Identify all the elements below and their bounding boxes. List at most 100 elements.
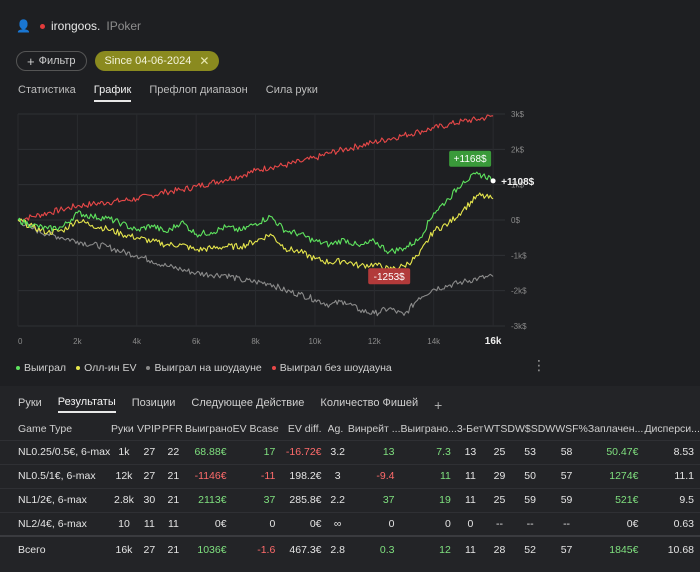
header: 👤 irongoos. IPoker: [16, 17, 141, 35]
close-icon[interactable]: ✕: [199, 54, 210, 68]
status-dot: [40, 23, 45, 29]
y-tick-label: 1k$: [511, 181, 524, 190]
x-tick-label: 6k: [192, 337, 201, 346]
legend-swatch-allin-ev: [76, 366, 81, 370]
table-cell: 2113€: [185, 487, 233, 512]
table-cell: 0: [400, 511, 457, 536]
series-line: [17, 219, 494, 317]
main-tabs: Статистика График Префлоп диапазон Сила …: [18, 84, 318, 102]
table-row[interactable]: NL0.25/0.5€, 6-max 1k 27 22 68.88€ 17 -16.72€ 3…: [0, 439, 700, 464]
col-wtsd[interactable]: WTSD: [484, 422, 515, 435]
col-vpip[interactable]: VPIP: [136, 422, 161, 435]
tab-hands[interactable]: Руки: [18, 397, 42, 409]
y-tick-label: -2k$: [511, 287, 527, 296]
col-pfr[interactable]: PFR: [161, 422, 183, 435]
table-cell: -16.72€: [281, 439, 328, 464]
table-cell: 59: [545, 487, 588, 512]
table-cell: 285.8€: [281, 487, 328, 512]
tab-hand-strength[interactable]: Сила руки: [265, 84, 318, 96]
table-cell: 10: [111, 511, 137, 536]
tab-graph[interactable]: График: [93, 84, 132, 102]
table-cell: NL0.25/0.5€, 6-max: [0, 439, 111, 464]
col-hands[interactable]: Руки: [111, 422, 134, 435]
tab-next-action[interactable]: Следующее Действие: [191, 397, 305, 409]
table-cell: 68.88€: [185, 439, 233, 464]
table-cell: 11: [400, 463, 457, 488]
table-cell: 59: [514, 487, 546, 512]
annotation-label: -1253$: [374, 272, 406, 283]
tab-positions[interactable]: Позиции: [131, 397, 176, 409]
x-tick-label: 10k: [308, 337, 322, 346]
tab-results[interactable]: Результаты: [57, 396, 116, 413]
col-variance[interactable]: Дисперси...: [644, 422, 700, 435]
legend-item-showdown[interactable]: Выиграл на шоудауне: [146, 362, 262, 374]
profit-chart: 3k$ 2k$ 1k$ 0$ -1k$ -2k$ -3k$ 0 2k 4k 6k 8k 10k 12k 14…: [17, 110, 535, 347]
y-tick-label: -1k$: [511, 251, 527, 260]
table-cell: 29: [484, 463, 515, 488]
annotation-badge: [449, 150, 492, 167]
more-options-icon[interactable]: ⋮: [532, 357, 546, 373]
table-cell: 19: [400, 487, 457, 512]
legend-label-won: Выиграл: [24, 362, 67, 374]
legend-label-non-showdown: Выиграл без шоудауна: [279, 362, 392, 374]
table-cell: 2.8k: [111, 487, 137, 512]
table-total-row[interactable]: Всего 16k 27 21 1036€ -1.6 467.3€ 2.8 0.3 12 11 28 5…: [0, 535, 700, 562]
series-line: [17, 171, 494, 255]
annotation-label: +1168$: [454, 154, 487, 165]
table-cell: 198.2€: [281, 463, 328, 488]
legend-item-non-showdown[interactable]: Выиграл без шоудауна: [271, 362, 392, 374]
table-cell: 27: [136, 439, 162, 464]
table-cell: 21: [161, 535, 185, 562]
col-game-type[interactable]: Game Type: [18, 422, 73, 435]
series-line: [17, 192, 494, 271]
table-cell: 3: [327, 463, 348, 488]
col-3bet[interactable]: 3-Бет: [456, 422, 484, 435]
col-ev-won[interactable]: EV Вcase: [232, 422, 279, 435]
col-ev-diff[interactable]: EV diff.: [287, 422, 322, 435]
col-won[interactable]: Выиграно: [185, 422, 233, 435]
col-wwsf[interactable]: WWSF%: [545, 422, 588, 435]
table-cell: 521€: [587, 487, 645, 512]
col-winrate[interactable]: Винрейт ...: [347, 422, 401, 435]
legend-swatch-non-showdown: [271, 366, 276, 370]
filter-bar: + Фильтр Since 04-06-2024 ✕: [16, 51, 220, 71]
chart-legend: Выиграл Олл-ин EV Выиграл на шоудауне Вы…: [16, 362, 392, 374]
table-cell: 37: [232, 487, 282, 512]
series-line: [17, 114, 494, 222]
tab-chip-count[interactable]: Количество Фишей: [320, 397, 419, 409]
annotation-badge: [368, 268, 411, 285]
table-cell: 50.47€: [587, 439, 645, 464]
legend-item-won[interactable]: Выиграл: [16, 362, 66, 374]
col-wsd[interactable]: W$SD: [514, 422, 546, 435]
add-filter-button[interactable]: + Фильтр: [16, 51, 87, 71]
x-tick-label: 16k: [485, 336, 502, 347]
x-tick-label: 2k: [73, 337, 82, 346]
add-tab-icon[interactable]: +: [434, 396, 443, 413]
date-filter-label: Since 04-06-2024: [104, 55, 192, 67]
table-cell: 2.8: [327, 535, 348, 562]
col-aggression[interactable]: Ag.: [327, 422, 344, 435]
table-cell: 1845€: [587, 535, 645, 562]
table-cell: 52: [514, 535, 546, 562]
table-row[interactable]: NL1/2€, 6-max 2.8k 30 21 2113€ 37 285.8€ 2.2 37 1…: [0, 487, 700, 512]
series-end-point: [490, 178, 496, 184]
table-cell: 467.3€: [281, 535, 328, 562]
plus-icon: +: [27, 53, 35, 69]
table-row[interactable]: NL2/4€, 6-max 10 11 11 0€ 0 0€ ∞ 0 0 0 -- -- -- 0€ 0.63: [0, 511, 700, 536]
table-cell: 57: [545, 463, 588, 488]
table-cell: --: [484, 511, 515, 536]
table-cell: 10.68: [644, 535, 700, 562]
col-won-bb[interactable]: Выиграно...: [400, 422, 457, 435]
table-cell: Всего: [0, 535, 111, 562]
table-row[interactable]: NL0.5/1€, 6-max 12k 27 21 -1146€ -11 198.2€ 3 -9…: [0, 463, 700, 488]
legend-swatch-showdown: [146, 366, 151, 370]
x-tick-label: 0: [18, 337, 23, 346]
date-filter-chip[interactable]: Since 04-06-2024 ✕: [94, 51, 220, 71]
table-cell: -9.4: [347, 463, 401, 488]
legend-item-allin-ev[interactable]: Олл-ин EV: [76, 362, 136, 374]
col-rake-paid[interactable]: Заплачен...: [587, 422, 644, 435]
y-tick-label: 2k$: [511, 145, 524, 154]
tab-preflop-range[interactable]: Префлоп диапазон: [149, 84, 248, 96]
table-cell: 25: [484, 439, 515, 464]
tab-statistics[interactable]: Статистика: [18, 84, 76, 96]
